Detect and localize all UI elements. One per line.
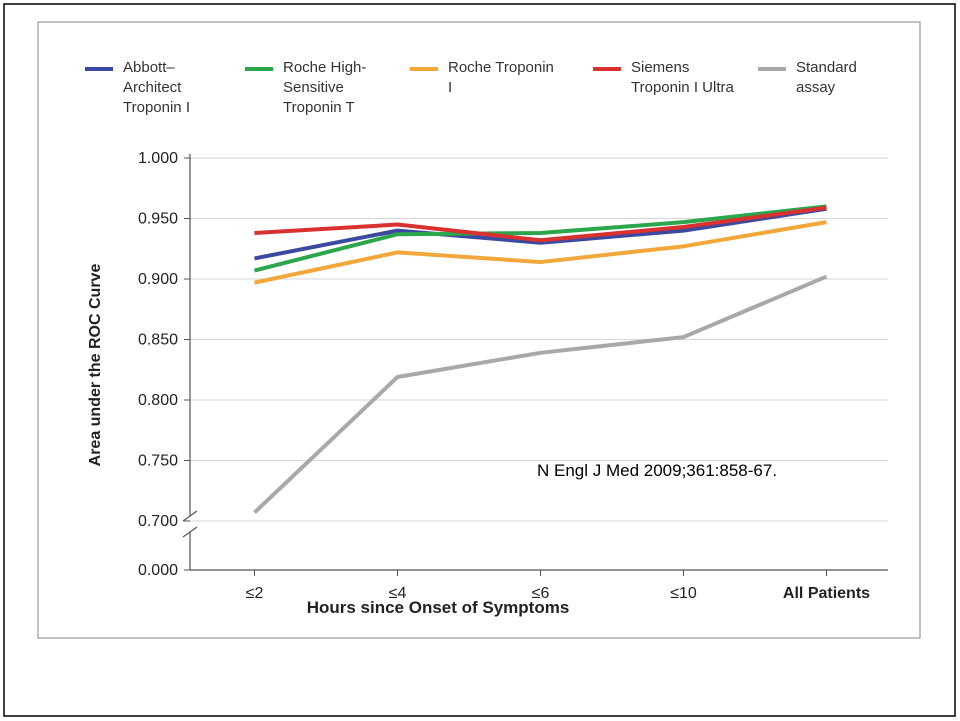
y-tick-label: 0.950 xyxy=(138,211,178,228)
y-tick-label: 0.000 xyxy=(138,562,178,579)
series-line xyxy=(253,274,828,514)
axis-break xyxy=(182,510,198,522)
series-line xyxy=(254,204,827,273)
y-tick-label: 0.750 xyxy=(138,453,178,470)
series-line xyxy=(254,206,827,261)
legend-label: Roche Troponin I xyxy=(448,59,554,96)
legend-swatch xyxy=(245,67,273,71)
legend-label: Abbott–Architect Troponin I xyxy=(123,59,190,116)
x-tick-label: ≤10 xyxy=(670,585,697,602)
legend-swatch xyxy=(758,67,786,71)
x-tick-label: ≤4 xyxy=(389,585,407,602)
slide-border xyxy=(3,3,956,717)
y-tick-label: 0.900 xyxy=(138,271,178,288)
legend-label: Roche High-Sensitive Troponin T xyxy=(283,59,367,116)
x-tick-label: ≤2 xyxy=(246,585,264,602)
y-tick-label: 0.800 xyxy=(138,392,178,409)
y-tick-label: 1.000 xyxy=(138,150,178,167)
legend-swatch xyxy=(85,67,113,71)
x-tick-label: All Patients xyxy=(783,585,870,602)
x-axis-title: Hours since Onset of Symptoms xyxy=(307,598,570,617)
legend-swatch xyxy=(593,67,621,71)
legend-swatch xyxy=(410,67,438,71)
x-tick-label: ≤6 xyxy=(532,585,550,602)
y-tick-label: 0.850 xyxy=(138,332,178,349)
axis-break xyxy=(182,526,198,538)
citation: N Engl J Med 2009;361:858-67. xyxy=(537,461,777,480)
series-line xyxy=(254,220,827,285)
series-line xyxy=(254,205,827,243)
legend-label: Siemens Troponin I Ultra xyxy=(631,59,734,96)
y-axis-title: Area under the ROC Curve xyxy=(87,264,104,467)
y-tick-label: 0.700 xyxy=(138,513,178,530)
legend-label: Standard assay xyxy=(796,59,857,96)
